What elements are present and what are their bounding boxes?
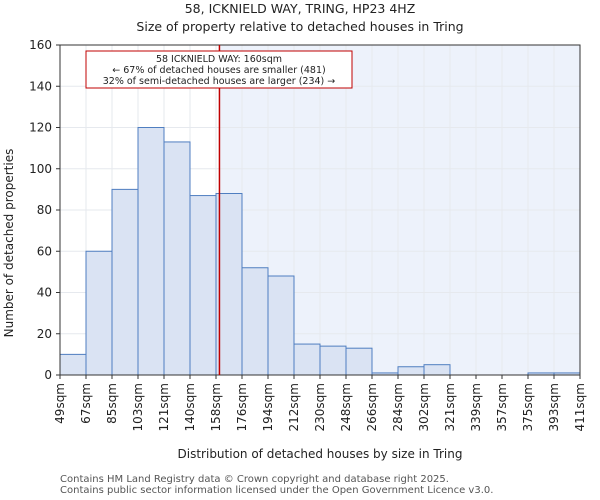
x-tick-label: 393sqm	[547, 383, 561, 431]
footer-copyright: Contains HM Land Registry data © Crown c…	[60, 474, 449, 485]
x-tick-label: 194sqm	[261, 383, 275, 431]
bar	[137, 127, 165, 376]
plot-area: 0 20 40 60 80 100 120 140 160 49sqm 67sqm 85sqm 103s…	[29, 38, 587, 431]
bar	[397, 366, 425, 376]
bar	[241, 267, 269, 376]
x-tick-label: 85sqm	[105, 383, 119, 424]
x-tick-label: 266sqm	[365, 383, 379, 431]
y-tick-label: 0	[44, 368, 52, 382]
annotation-smaller: ← 67% of detached houses are smaller (48…	[112, 65, 325, 76]
bar	[163, 141, 191, 376]
x-tick-label: 321sqm	[443, 383, 457, 431]
chart-title: 58, ICKNIELD WAY, TRING, HP23 4HZ	[185, 1, 416, 16]
x-tick-label: 212sqm	[287, 383, 301, 431]
bar	[189, 195, 217, 376]
annotation-box	[85, 50, 353, 89]
x-axis-label: Distribution of detached houses by size …	[178, 447, 463, 461]
y-tick-label: 160	[29, 38, 52, 52]
annotation-title: 58 ICKNIELD WAY: 160sqm	[156, 54, 282, 65]
bar	[293, 343, 321, 376]
y-tick-label: 100	[29, 162, 52, 176]
y-tick-label: 60	[37, 244, 52, 258]
y-tick-label: 40	[37, 286, 52, 300]
x-tick-label: 158sqm	[209, 383, 223, 431]
x-tick-label: 284sqm	[391, 383, 405, 431]
bar	[423, 364, 451, 376]
x-tick-label: 357sqm	[495, 383, 509, 431]
bar	[59, 353, 87, 376]
chart-subtitle: Size of property relative to detached ho…	[136, 19, 463, 34]
bar	[345, 347, 373, 376]
x-tick-label: 248sqm	[339, 383, 353, 431]
bar	[319, 345, 347, 376]
x-tick-label: 176sqm	[235, 383, 249, 431]
y-tick-label: 80	[37, 203, 52, 217]
bar	[85, 250, 113, 376]
annotation-larger: 32% of semi-detached houses are larger (…	[103, 76, 336, 87]
x-tick-label: 302sqm	[417, 383, 431, 431]
bar	[111, 188, 139, 376]
y-tick-label: 120	[29, 121, 52, 135]
y-tick-label: 140	[29, 79, 52, 93]
x-tick-label: 103sqm	[131, 383, 145, 431]
x-tick-label: 375sqm	[521, 383, 535, 431]
x-tick-label: 339sqm	[469, 383, 483, 431]
y-tick-label: 20	[37, 327, 52, 341]
x-tick-label: 140sqm	[183, 383, 197, 431]
x-tick-label: 121sqm	[157, 383, 171, 431]
y-axis-label: Number of detached properties	[2, 149, 16, 338]
footer-licence: Contains public sector information licen…	[60, 485, 494, 496]
bar	[267, 275, 295, 376]
x-tick-label: 230sqm	[313, 383, 327, 431]
x-tick-label: 411sqm	[573, 383, 587, 431]
x-tick-label: 67sqm	[79, 383, 93, 424]
x-tick-label: 49sqm	[53, 383, 67, 424]
